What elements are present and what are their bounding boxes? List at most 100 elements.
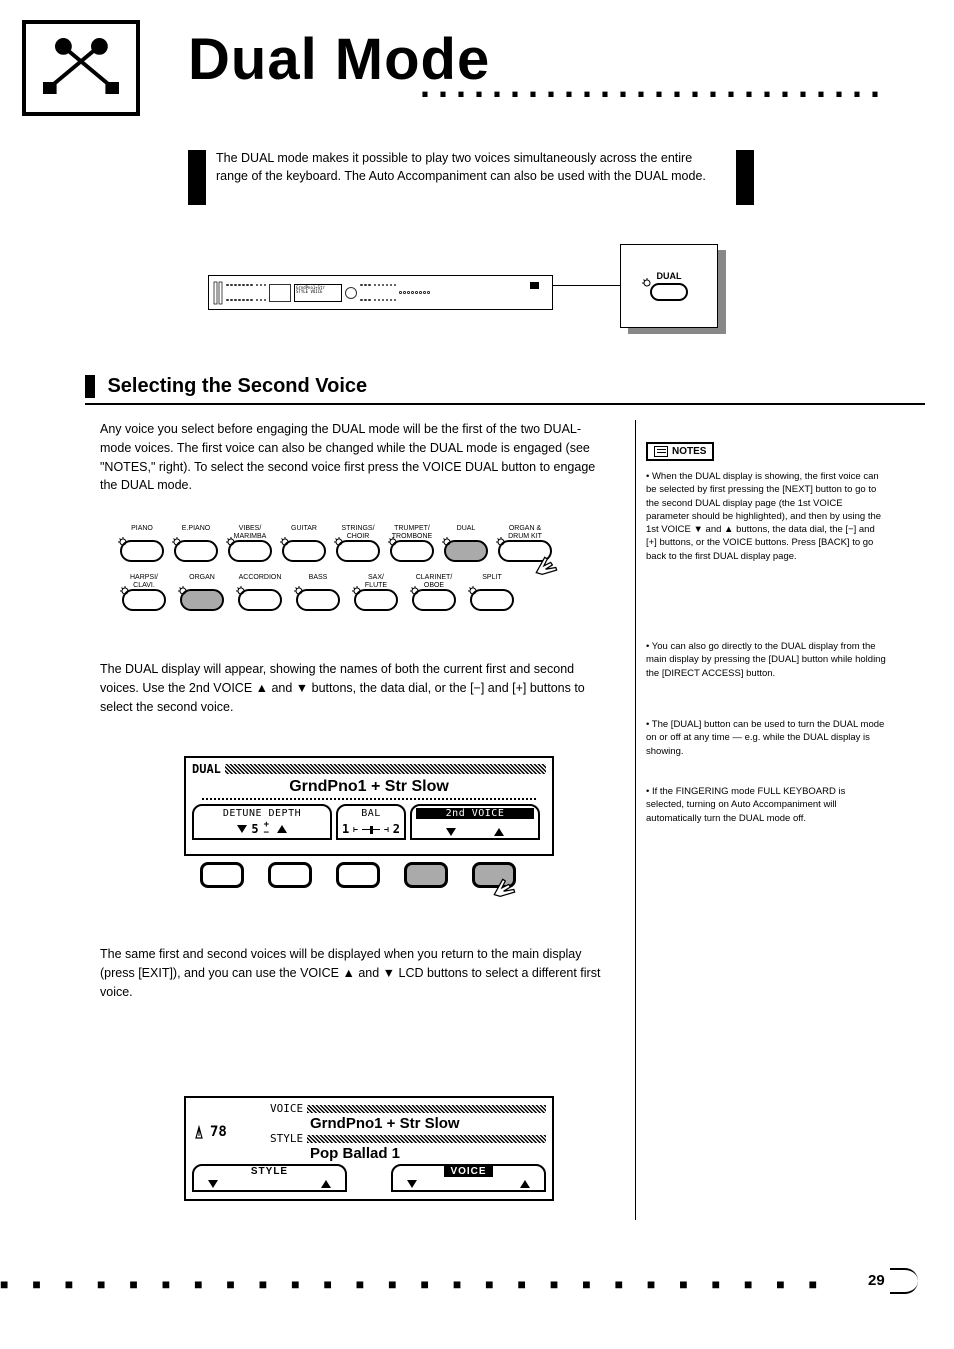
voice-button[interactable] <box>122 589 166 611</box>
notes-bullet-1: • When the DUAL display is showing, the … <box>646 470 886 563</box>
intro-text: The DUAL mode makes it possible to play … <box>216 150 716 185</box>
body-paragraph-2: The DUAL display will appear, showing th… <box>100 660 610 716</box>
lcd-dots-underline <box>202 798 536 800</box>
voice-button[interactable] <box>282 540 326 562</box>
pointing-hand-icon <box>532 547 566 577</box>
intro-bar-left <box>188 150 206 205</box>
voice-button-label: STRINGS/ CHOIR <box>341 525 374 539</box>
soft-button-2[interactable] <box>268 862 312 888</box>
second-voice-label: 2nd VOICE <box>416 808 534 819</box>
lcd-main-figure: 78 VOICE GrndPno1 + Str Slow STYLE Pop B… <box>184 1096 554 1201</box>
soft-button-3[interactable] <box>336 862 380 888</box>
voice-button-sax-flute: SAX/ FLUTE <box>352 574 400 611</box>
tempo-value: 78 <box>210 1124 227 1140</box>
voice-button-split: SPLIT <box>468 574 516 611</box>
voice-row-2: HARPSI/ CLAVI. ORGAN ACCORDION BASS SAX/ FLU… <box>120 574 550 611</box>
panel-right-buttons-2 <box>374 278 397 307</box>
dual-button-in-callout[interactable] <box>650 283 688 301</box>
callout-box: DUAL <box>620 244 718 328</box>
callout-line <box>553 285 620 288</box>
voice-button[interactable] <box>174 540 218 562</box>
panel-dial <box>345 287 357 299</box>
voice-button-harpsi-clavi-: HARPSI/ CLAVI. <box>120 574 168 611</box>
led-icon <box>334 537 344 547</box>
callout-label: DUAL <box>657 271 682 281</box>
voice-button-accordion: ACCORDION <box>236 574 284 611</box>
voice-button-label: ORGAN <box>189 574 215 588</box>
bal-right: 2 <box>393 822 400 836</box>
lcd-tab-detune: DETUNE DEPTH 5 <box>192 804 332 840</box>
notes-icon <box>654 446 668 457</box>
voice-button-dual: DUAL <box>444 525 488 562</box>
voice-button-label: ORGAN & DRUM KIT <box>508 525 542 539</box>
up-triangle-icon <box>321 1180 331 1188</box>
footer-dot-leader: ■ ■ ■ ■ ■ ■ ■ ■ ■ ■ ■ ■ ■ ■ ■ ■ ■ ■ ■ ■ … <box>0 1276 840 1292</box>
soft-button-1[interactable] <box>200 862 244 888</box>
led-icon <box>410 586 420 596</box>
down-triangle-icon <box>446 828 456 836</box>
detune-value: 5 <box>251 822 258 836</box>
notes-bullet-2: • You can also go directly to the DUAL d… <box>646 640 886 680</box>
voice-button-bass: BASS <box>294 574 342 611</box>
led-icon <box>294 586 304 596</box>
voice-button-clarinet-oboe: CLARINET/ OBOE <box>410 574 458 611</box>
voice-button-label: PIANO <box>131 525 153 539</box>
voice-button[interactable] <box>180 589 224 611</box>
voice-buttons-figure: PIANOE.PIANOVIBES/ MARIMBAGUITARSTRINGS/… <box>120 525 550 623</box>
lcd-hatch-bar <box>225 764 546 774</box>
led-icon <box>280 537 290 547</box>
led-icon <box>388 537 398 547</box>
soft-button-4[interactable] <box>404 862 448 888</box>
voice-button[interactable] <box>228 540 272 562</box>
voice-button-label: GUITAR <box>291 525 317 539</box>
panel-left-buttons <box>226 278 253 307</box>
notes-header-box: NOTES <box>646 442 714 461</box>
led-icon <box>172 537 182 547</box>
voice-button[interactable] <box>296 589 340 611</box>
voice-button[interactable] <box>238 589 282 611</box>
voice-button[interactable] <box>120 540 164 562</box>
voice-button-label: DUAL <box>457 525 476 539</box>
intro-block: The DUAL mode makes it possible to play … <box>188 150 748 215</box>
notes-label: NOTES <box>672 446 706 457</box>
page-number: 29 <box>868 1272 885 1289</box>
voice-button-label: CLARINET/ OBOE <box>416 574 453 588</box>
voice-button-label: SPLIT <box>482 574 501 588</box>
down-triangle-icon <box>407 1180 417 1188</box>
lcd-dual-title: GrndPno1 + Str Slow <box>192 778 546 796</box>
body-paragraph-1: Any voice you select before engaging the… <box>100 420 610 495</box>
down-triangle-icon <box>237 825 247 833</box>
header-dot-leader: .......................... <box>420 64 888 106</box>
voice-label: VOICE <box>270 1102 303 1115</box>
section-heading-bar <box>85 375 95 398</box>
voice-button[interactable] <box>470 589 514 611</box>
led-icon <box>642 278 652 288</box>
pointing-hand-icon-2 <box>490 869 524 899</box>
voice-button-strings-choir: STRINGS/ CHOIR <box>336 525 380 562</box>
voice-button-guitar: GUITAR <box>282 525 326 562</box>
voice-button[interactable] <box>354 589 398 611</box>
led-icon <box>496 537 506 547</box>
voice-button[interactable] <box>444 540 488 562</box>
voice-button-label: SAX/ FLUTE <box>365 574 387 588</box>
voice-button[interactable] <box>412 589 456 611</box>
down-triangle-icon <box>208 1180 218 1188</box>
hatch-bar-style <box>307 1135 546 1143</box>
soft-buttons-row <box>200 862 540 888</box>
voice-button-vibes-marimba: VIBES/ MARIMBA <box>228 525 272 562</box>
lcd-dual-header: DUAL <box>192 762 221 776</box>
crossed-mallets-icon <box>41 38 121 98</box>
section-heading-text: Selecting the Second Voice <box>107 375 367 397</box>
bal-label: BAL <box>342 808 400 819</box>
bal-left: 1 <box>342 822 349 836</box>
voice-button[interactable] <box>390 540 434 562</box>
panel-box-1 <box>269 284 291 302</box>
plusminus-icon <box>263 822 273 836</box>
main-tab-voice-label: VOICE <box>444 1166 492 1177</box>
up-triangle-icon <box>277 825 287 833</box>
hatch-bar-voice <box>307 1105 546 1113</box>
intro-bar-right <box>736 150 754 205</box>
section-heading: Selecting the Second Voice <box>85 375 925 405</box>
voice-button[interactable] <box>336 540 380 562</box>
led-icon <box>178 586 188 596</box>
